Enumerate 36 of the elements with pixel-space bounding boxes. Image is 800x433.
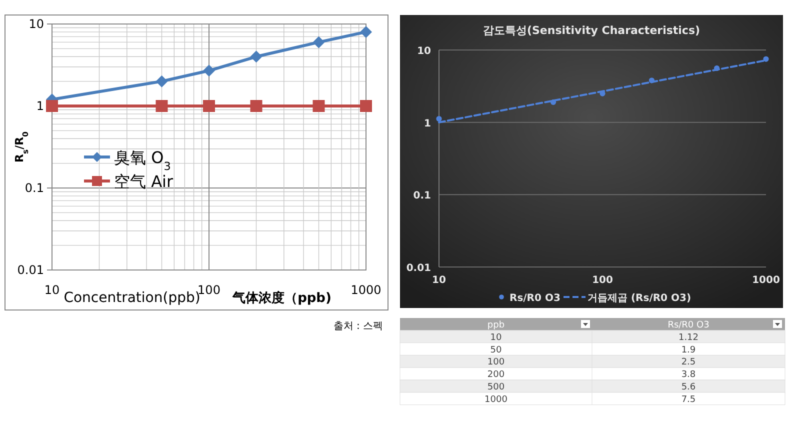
y-tick-label: 1: [36, 99, 44, 113]
x-tick-label: 1000: [752, 275, 780, 286]
data-label: 5.6: [681, 382, 696, 392]
x-tick-label: 100: [592, 275, 613, 286]
data-label: 7.5: [681, 394, 696, 405]
text: ppb: [487, 320, 505, 330]
category-label: 50: [490, 345, 502, 356]
category-label: 100: [487, 358, 505, 368]
y-tick-label: 0.1: [413, 190, 432, 202]
y-tick-label: 10: [28, 17, 44, 31]
text: Rs/R0 O3: [668, 320, 710, 330]
source-note: 출처 : 스펙: [333, 321, 383, 332]
data-label: 2.5: [681, 358, 696, 368]
legend-label: 거듭제곱 (Rs/R0 O3): [588, 293, 692, 304]
chart-title: 감도특성(Sensitivity Characteristics): [482, 24, 700, 37]
category-label: 200: [487, 370, 505, 380]
x-axis-title: Concentration(ppb): [64, 290, 200, 306]
y-tick-label: 0.1: [24, 181, 44, 195]
legend-label: 空气 Air: [114, 172, 174, 191]
y-tick-label: 0.01: [406, 263, 432, 274]
category-label: 10: [490, 332, 502, 343]
category-label: 500: [487, 382, 505, 392]
y-tick-label: 1: [424, 118, 432, 130]
data-label: 3.8: [681, 370, 696, 380]
y-tick-label: 0.01: [17, 263, 44, 277]
x-tick-label: 100: [198, 283, 220, 297]
text: 气体浓度（ppb): [232, 290, 332, 306]
data-label: 1.12: [678, 332, 699, 343]
y-tick-label: 10: [417, 46, 432, 57]
x-tick-label: 1000: [350, 283, 382, 297]
legend-label: Rs/R0 O3: [510, 293, 560, 304]
category-label: 1000: [484, 394, 508, 405]
legend-label: 臭氧 O$_{3}$: [114, 148, 171, 172]
data-label: 1.9: [681, 345, 696, 356]
x-tick-label: 10: [44, 283, 60, 297]
x-tick-label: 10: [432, 275, 446, 286]
